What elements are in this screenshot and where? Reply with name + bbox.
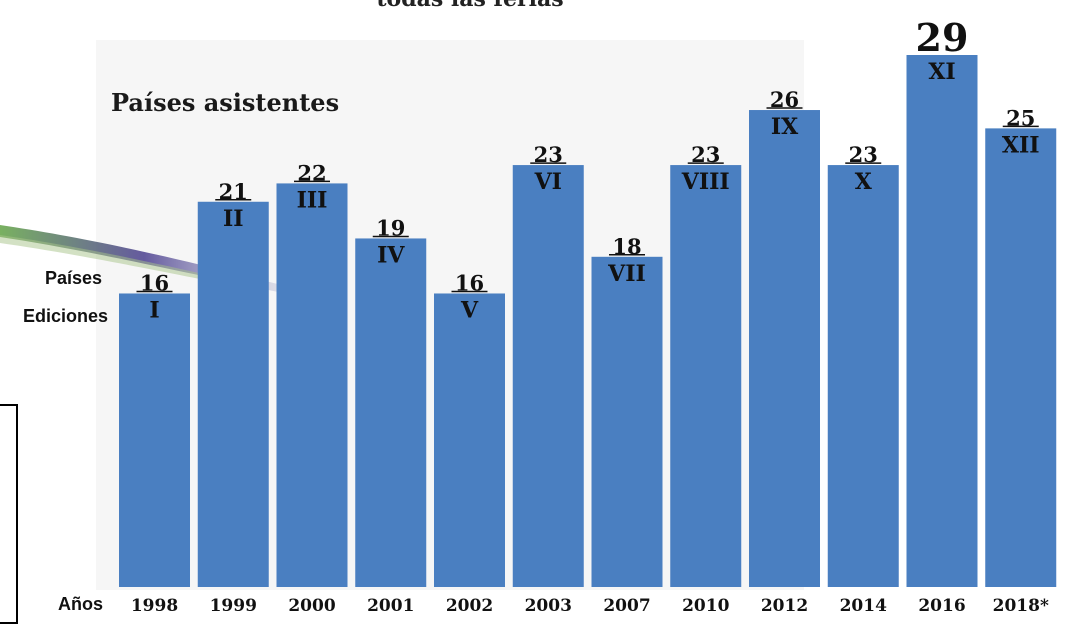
value-label: 29 bbox=[916, 15, 969, 60]
edition-label: XII bbox=[1002, 132, 1040, 158]
bar-2002 bbox=[434, 293, 505, 587]
edition-label: III bbox=[297, 187, 328, 213]
bar-2018* bbox=[985, 128, 1057, 587]
year-label: 2001 bbox=[367, 596, 414, 616]
edition-label: VII bbox=[607, 261, 646, 287]
edition-label: XI bbox=[928, 59, 955, 85]
paises-label: Países bbox=[44, 268, 102, 288]
bar-2010 bbox=[670, 165, 742, 587]
bar-2001 bbox=[355, 238, 427, 587]
chart-title: Países asistentes bbox=[111, 88, 340, 117]
bar-2014 bbox=[827, 165, 899, 587]
edition-label: VIII bbox=[681, 169, 730, 195]
ediciones-label: Ediciones bbox=[22, 306, 108, 326]
edition-label: V bbox=[460, 297, 479, 323]
edition-label: I bbox=[149, 297, 159, 323]
header-text: todas las ferias bbox=[330, 0, 610, 12]
year-label: 1999 bbox=[210, 596, 257, 616]
year-label: 2014 bbox=[840, 596, 887, 616]
edition-label: VI bbox=[534, 169, 562, 195]
year-label: 2010 bbox=[682, 596, 729, 616]
year-label: 2003 bbox=[525, 596, 572, 616]
bar-1999 bbox=[197, 201, 269, 588]
year-label: 2018* bbox=[993, 596, 1049, 616]
bar-2016 bbox=[906, 55, 978, 587]
year-label: 2016 bbox=[918, 596, 965, 616]
bar-1998 bbox=[119, 293, 190, 587]
bar-2007 bbox=[591, 256, 663, 587]
edition-label: II bbox=[223, 206, 244, 232]
year-label: 2007 bbox=[603, 596, 650, 616]
bar-2000 bbox=[276, 183, 348, 587]
edition-label: IX bbox=[771, 114, 799, 140]
bar-2012 bbox=[749, 110, 820, 587]
bar-2003 bbox=[512, 165, 584, 587]
year-label: 1998 bbox=[131, 596, 178, 616]
year-label: 2012 bbox=[761, 596, 808, 616]
year-label: 2002 bbox=[446, 596, 493, 616]
edition-label: IV bbox=[377, 242, 405, 268]
year-label: 2000 bbox=[288, 596, 335, 616]
x-axis-label: Años bbox=[58, 594, 103, 614]
edition-label: X bbox=[855, 169, 873, 195]
